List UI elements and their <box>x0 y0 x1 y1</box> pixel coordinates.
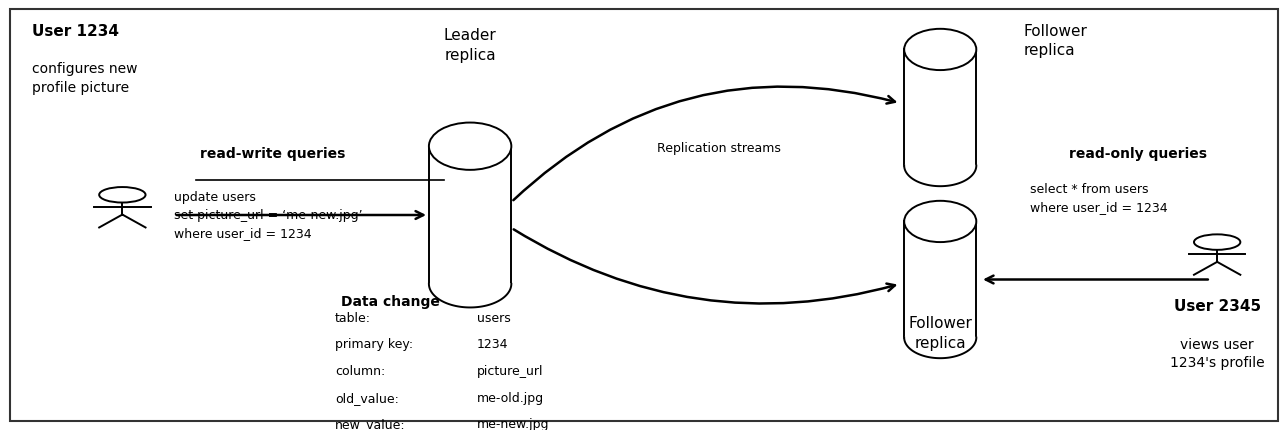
Text: primary key:: primary key: <box>335 338 413 351</box>
Text: views user
1234's profile: views user 1234's profile <box>1170 338 1265 370</box>
Polygon shape <box>429 146 511 284</box>
Text: select * from users
where user_id = 1234: select * from users where user_id = 1234 <box>1030 183 1168 214</box>
Polygon shape <box>904 49 976 166</box>
Text: me-new.jpg: me-new.jpg <box>477 418 549 430</box>
Text: Follower
replica: Follower replica <box>908 316 972 351</box>
Text: User 1234: User 1234 <box>32 24 120 39</box>
Polygon shape <box>429 284 511 307</box>
Text: Replication streams: Replication streams <box>657 142 781 155</box>
Polygon shape <box>904 338 976 358</box>
Text: User 2345: User 2345 <box>1173 299 1261 314</box>
Text: read-only queries: read-only queries <box>1069 147 1207 161</box>
Text: read-write queries: read-write queries <box>200 147 345 161</box>
Text: users: users <box>477 312 510 325</box>
Text: picture_url: picture_url <box>477 365 544 378</box>
Text: me-old.jpg: me-old.jpg <box>477 392 544 405</box>
Polygon shape <box>904 221 976 338</box>
Ellipse shape <box>904 201 976 242</box>
Text: 1234: 1234 <box>477 338 507 351</box>
Ellipse shape <box>429 123 511 170</box>
Text: old_value:: old_value: <box>335 392 399 405</box>
Circle shape <box>99 187 146 203</box>
Polygon shape <box>904 166 976 186</box>
Text: configures new
profile picture: configures new profile picture <box>32 62 138 95</box>
Text: table:: table: <box>335 312 371 325</box>
FancyBboxPatch shape <box>10 9 1278 421</box>
Circle shape <box>1194 234 1240 250</box>
Ellipse shape <box>904 29 976 70</box>
Text: Follower
replica: Follower replica <box>1024 24 1088 58</box>
Text: Data change: Data change <box>341 295 440 309</box>
Text: update users
set picture_url = ‘me-new.jpg’
where user_id = 1234: update users set picture_url = ‘me-new.j… <box>174 191 362 240</box>
Text: Leader
replica: Leader replica <box>444 28 496 63</box>
Text: column:: column: <box>335 365 385 378</box>
Text: new_value:: new_value: <box>335 418 406 430</box>
